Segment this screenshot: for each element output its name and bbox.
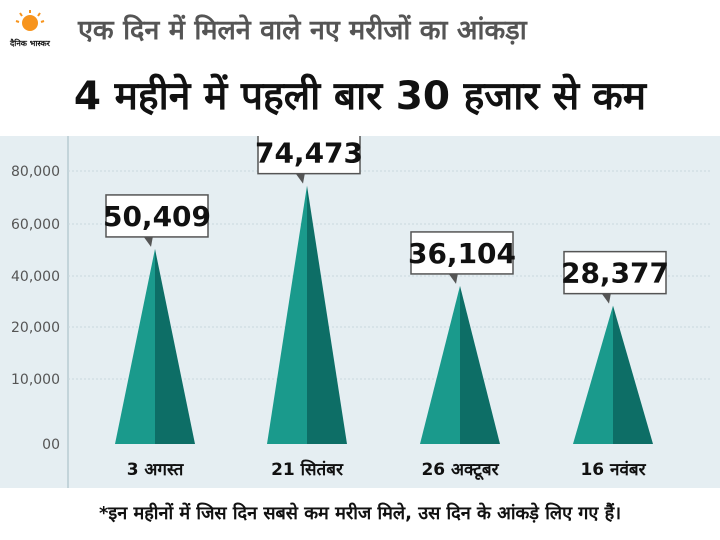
y-tick-label: 20,000 — [11, 320, 60, 336]
y-tick-label: 40,000 — [11, 269, 60, 285]
callout-pointer — [448, 272, 458, 284]
peak-right-face — [155, 248, 195, 444]
value-label-box — [105, 194, 209, 238]
callout-pointer — [143, 235, 153, 247]
x-tick-label: 3 अगस्त — [127, 460, 185, 480]
y-tick-label: 80,000 — [11, 164, 60, 180]
footnote: *इन महीनों में जिस दिन सबसे कम मरीज मिले… — [0, 488, 720, 540]
callout-pointer — [295, 172, 305, 184]
peak-left-face — [115, 248, 155, 444]
chart-title: 4 महीने में पहली बार 30 हजार से कम — [73, 74, 647, 119]
data-label: 28,377 — [561, 257, 669, 290]
y-tick-label: 00 — [42, 437, 60, 453]
x-tick-label: 16 नवंबर — [580, 460, 646, 480]
peak-left-face — [420, 285, 460, 444]
value-label-box — [410, 231, 514, 275]
chart-subtitle: एक दिन में मिलने वाले नए मरीजों का आंकड़… — [78, 15, 527, 46]
peak-right-face — [460, 285, 500, 444]
x-tick-label: 26 अक्टूबर — [421, 460, 499, 481]
bar-chart: 00 10,000 20,000 40,000 60,000 80,000 50,409 3 … — [11, 136, 710, 488]
y-tick-label: 10,000 — [11, 372, 60, 388]
callout-pointer — [601, 292, 611, 304]
dainik-bhaskar-logo: दैनिक भास्कर — [8, 8, 52, 52]
data-label: 74,473 — [255, 137, 363, 170]
y-tick-label: 60,000 — [11, 217, 60, 233]
peak-right-face — [613, 305, 653, 444]
header: दैनिक भास्कर एक दिन में मिलने वाले नए मर… — [0, 0, 720, 136]
value-label-box — [257, 136, 361, 175]
logo-text: दैनिक भास्कर — [9, 38, 51, 48]
data-label: 50,409 — [103, 200, 211, 233]
chart-area: 00 10,000 20,000 40,000 60,000 80,000 50,409 3 … — [0, 136, 720, 488]
peak-left-face — [573, 305, 613, 444]
x-tick-label: 21 सितंबर — [271, 459, 344, 480]
value-label-box — [563, 250, 667, 295]
data-label: 36,104 — [408, 237, 516, 270]
